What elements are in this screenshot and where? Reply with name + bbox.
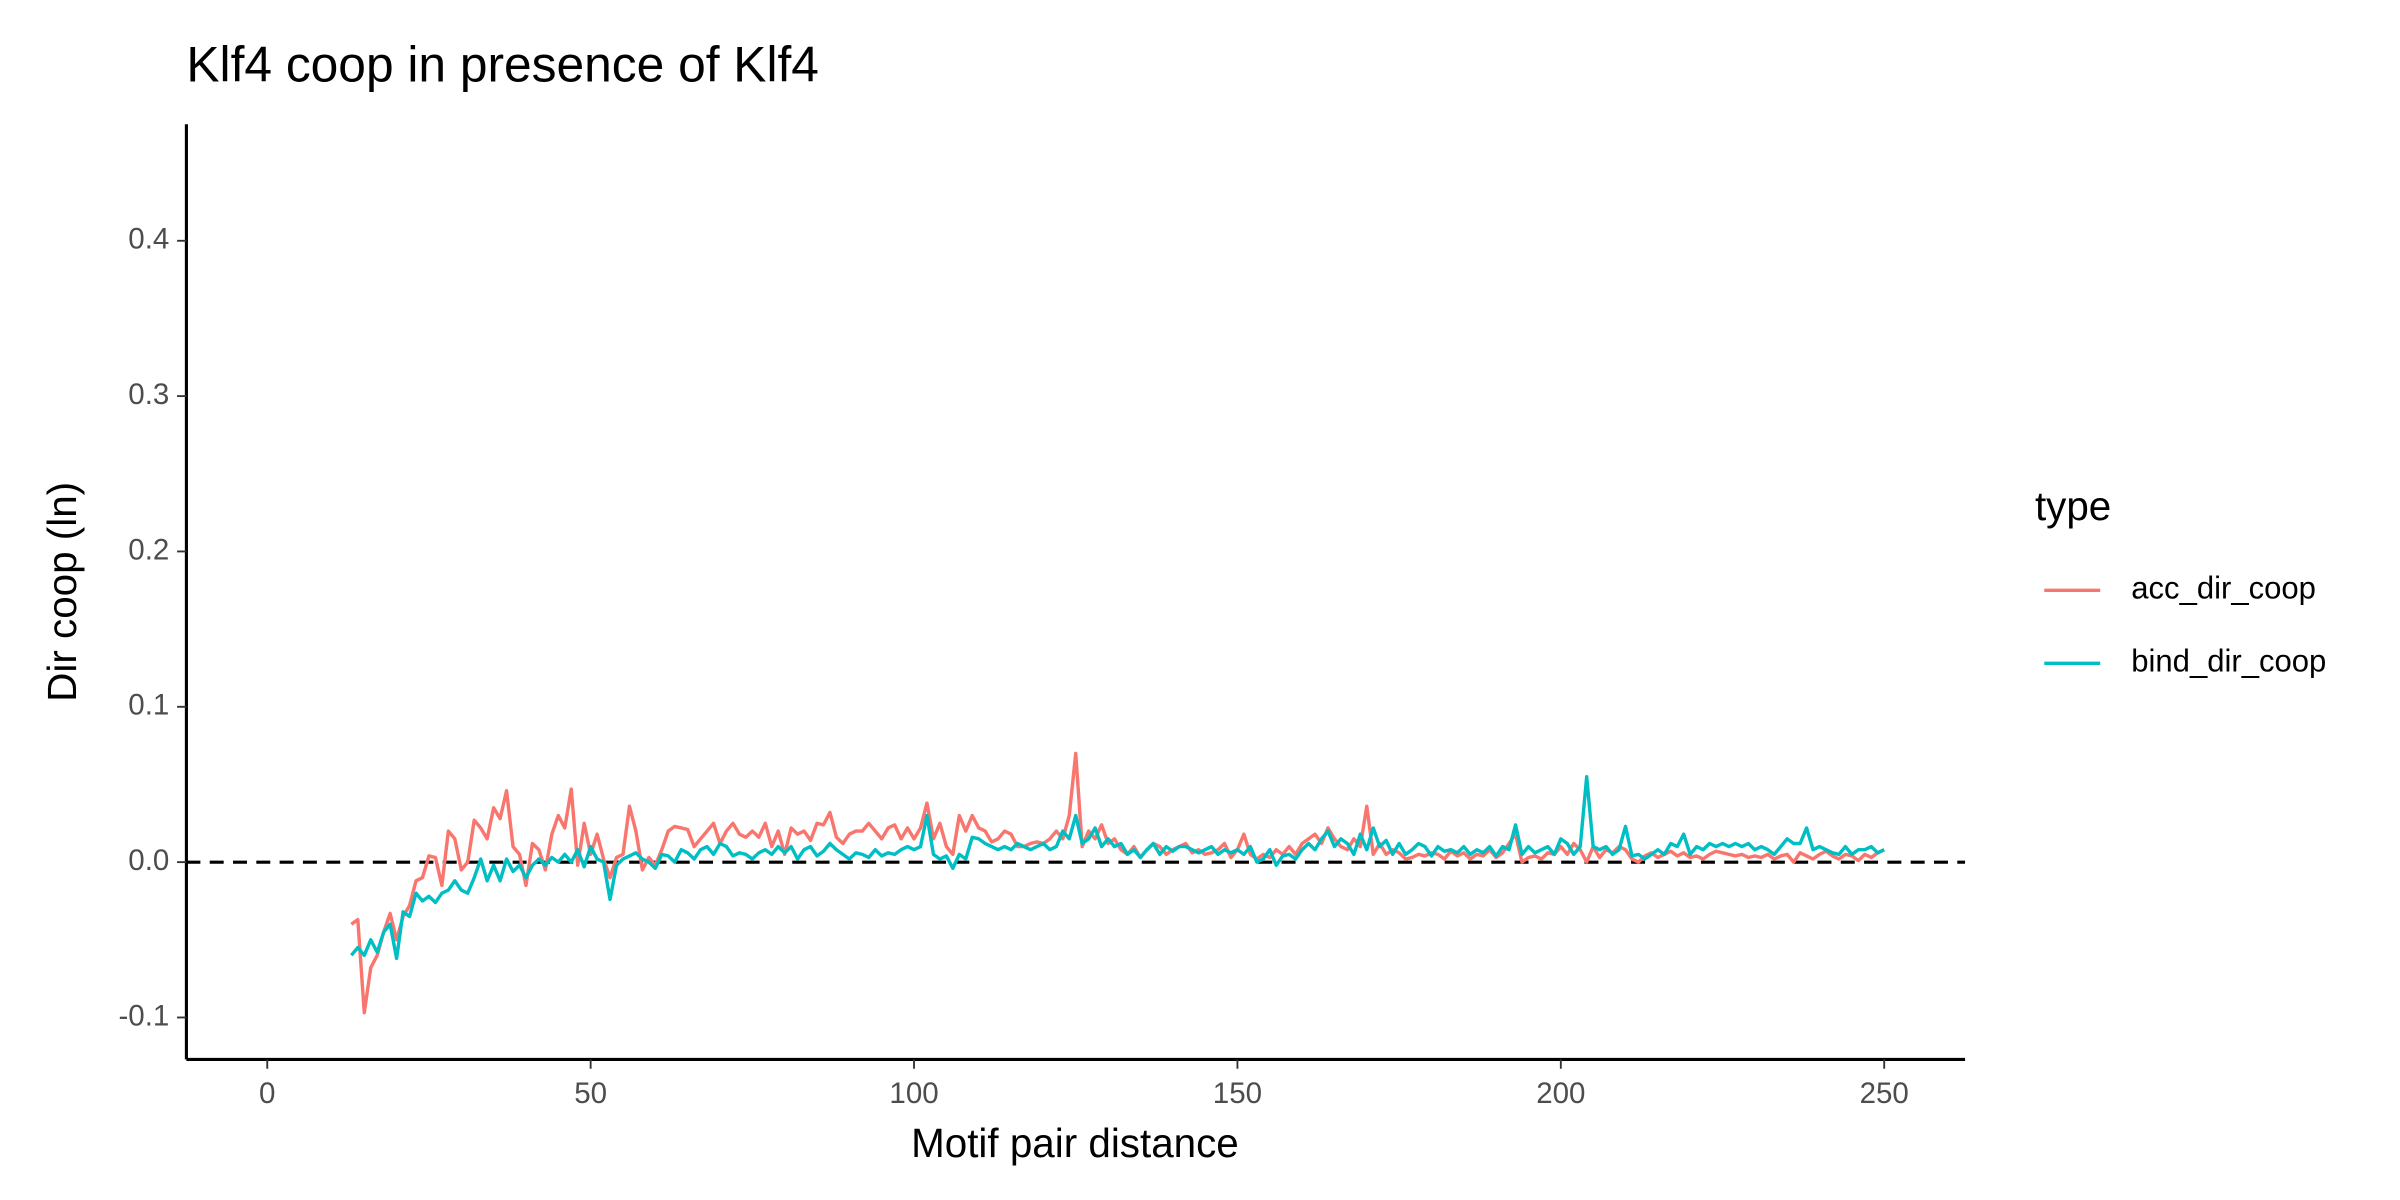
data-line [350, 774, 1885, 961]
chart-title: Klf4 coop in presence of Klf4 [186, 36, 819, 92]
legend-label: bind_dir_coop [2131, 644, 2326, 679]
y-tick-label: 0.2 [128, 533, 169, 566]
x-tick-label: 100 [889, 1077, 938, 1110]
legend-title: type [2035, 483, 2111, 529]
y-tick-label: 0.0 [128, 844, 169, 877]
y-tick-label: 0.3 [128, 378, 169, 411]
x-tick-label: 250 [1860, 1077, 1909, 1110]
x-tick-label: 200 [1536, 1077, 1585, 1110]
x-tick-label: 150 [1213, 1077, 1262, 1110]
y-tick-label: -0.1 [118, 999, 169, 1032]
y-tick-label: 0.1 [128, 689, 169, 722]
x-tick-label: 0 [259, 1077, 275, 1110]
x-axis-title: Motif pair distance [911, 1120, 1239, 1166]
data-line [350, 751, 1885, 1015]
x-tick-label: 50 [574, 1077, 607, 1110]
legend-label: acc_dir_coop [2131, 570, 2316, 605]
y-axis-title: Dir coop (ln) [39, 482, 85, 702]
y-tick-label: 0.4 [128, 223, 169, 256]
